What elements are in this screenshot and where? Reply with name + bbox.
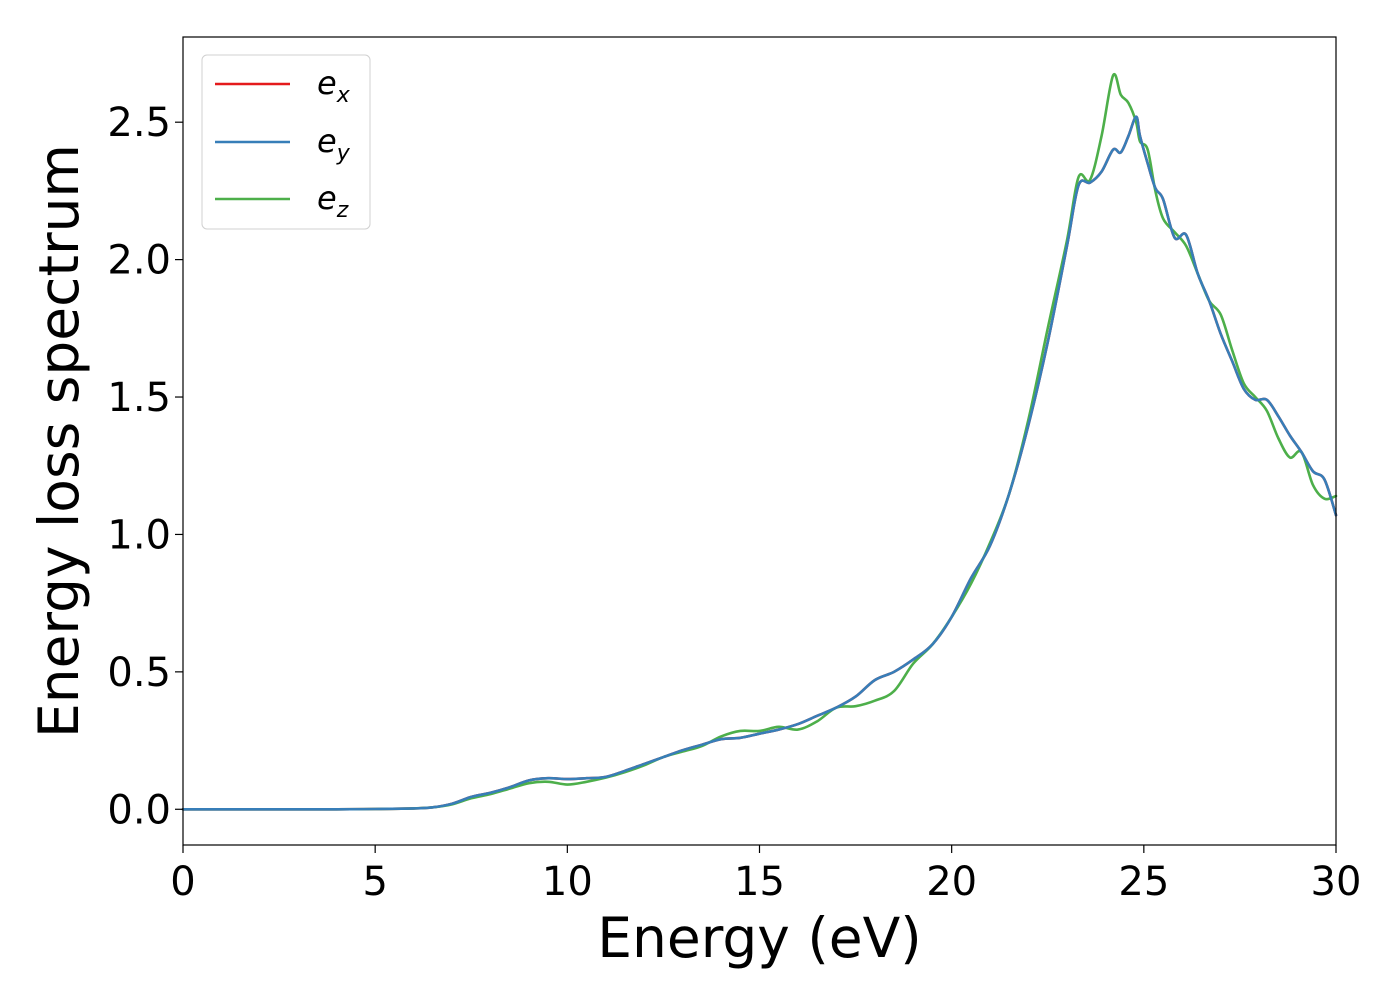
x-axis: 0 5 10 15 20 25 30 [170,845,1361,905]
x-tick-label: 10 [542,859,593,905]
y-axis-title: Energy loss spectrum [27,144,91,738]
legend-label: ez [317,179,349,223]
y-tick-label: 2.0 [107,238,171,284]
x-axis-title: Energy (eV) [597,906,921,970]
x-tick-label: 30 [1311,859,1362,905]
y-tick-label: 0.5 [107,650,171,696]
x-tick-label: 20 [926,859,977,905]
legend-label: ey [317,122,351,166]
y-tick-label: 2.5 [107,100,171,146]
x-tick-label: 5 [362,859,387,905]
legend: ex ey ez [201,54,371,230]
y-axis: 0.0 0.5 1.0 1.5 2.0 2.5 [107,100,183,833]
x-tick-label: 25 [1118,859,1169,905]
plot-series [181,72,1338,811]
x-tick-label: 15 [734,859,785,905]
series-line-ey [181,115,1338,811]
legend-label: ex [317,64,351,108]
y-tick-label: 1.5 [107,375,171,421]
y-tick-label: 0.0 [107,787,171,833]
y-tick-label: 1.0 [107,512,171,558]
x-tick-label: 0 [170,859,195,905]
